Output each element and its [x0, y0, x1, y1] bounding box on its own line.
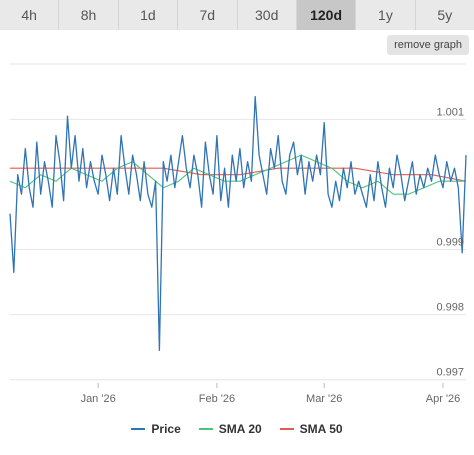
- y-tick-label: 0.998: [436, 302, 464, 314]
- remove-graph-button[interactable]: remove graph: [387, 35, 469, 55]
- x-axis-ticks: Jan '26 Feb '26 Mar '26 Apr '26: [81, 383, 461, 405]
- legend-swatch-price: [131, 428, 146, 430]
- legend-label-price: Price: [151, 422, 181, 436]
- legend-item-price[interactable]: Price: [131, 422, 181, 436]
- legend-item-sma-50[interactable]: SMA 50: [279, 422, 343, 436]
- tab-5y[interactable]: 5y: [437, 7, 453, 23]
- series-line-price: [9, 95, 467, 352]
- tab-7d[interactable]: 7d: [178, 0, 238, 30]
- legend-label-sma-50: SMA 50: [299, 422, 343, 436]
- legend-label-sma-20: SMA 20: [218, 422, 262, 436]
- x-tick-label: Apr '26: [426, 393, 461, 405]
- x-tick-label: Jan '26: [81, 393, 116, 405]
- tab-4h[interactable]: 4h: [0, 0, 60, 30]
- y-axis-ticks: 1.001 0.999 0.998 0.997: [436, 106, 464, 378]
- y-tick-label: 1.001: [436, 106, 464, 118]
- series-line-sma50: [10, 167, 467, 182]
- legend-swatch-sma-50: [279, 428, 294, 430]
- chart-legend: Price SMA 20 SMA 50: [0, 420, 474, 438]
- timeframe-tabs: 4h 8h 1d 7d 30d 120d 1y 5y: [0, 0, 474, 30]
- y-tick-label: 0.997: [436, 367, 464, 379]
- x-tick-label: Mar '26: [306, 393, 342, 405]
- grid-lines: [10, 63, 466, 381]
- tab-1d[interactable]: 1d: [119, 0, 179, 30]
- legend-item-sma-20[interactable]: SMA 20: [198, 422, 262, 436]
- y-tick-label: 0.999: [436, 237, 464, 249]
- legend-swatch-sma-20: [198, 428, 213, 430]
- x-tick-label: Feb '26: [199, 393, 235, 405]
- tab-1y[interactable]: 1y: [356, 0, 416, 30]
- series-lines: [9, 95, 467, 352]
- tab-120d[interactable]: 120d: [296, 0, 357, 30]
- tab-8h[interactable]: 8h: [59, 0, 119, 30]
- tab-30d[interactable]: 30d: [238, 0, 297, 30]
- series-line-sma20: [9, 154, 466, 195]
